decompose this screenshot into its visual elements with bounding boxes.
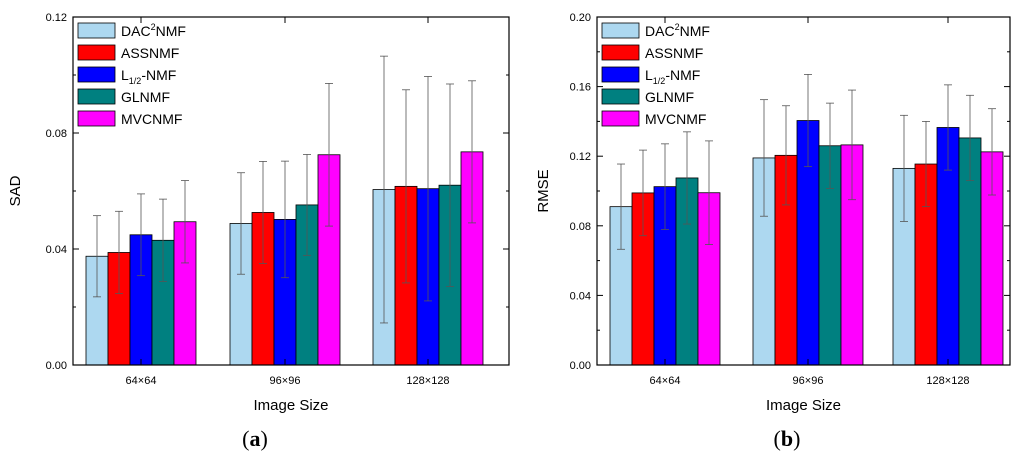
x-tick-label: 64×64 [126,375,157,387]
chart-panel-b: 0.00 0.04 0.08 0.12 0.16 0.20 64×64 96×96 128×12… [535,12,1011,451]
x-axis-label: Image Size [766,397,841,414]
y-tick-label: 0.20 [570,12,591,24]
y-tick-label: 0.08 [46,128,67,140]
y-tick-label: 0.08 [570,221,591,233]
legend-swatch [601,44,640,61]
y-tick-label: 0.00 [46,360,67,372]
legend-label: ASSNMF [645,45,703,61]
legend-label: GLNMF [645,89,694,105]
chart-panel-a: 0.00 0.04 0.08 0.12 64×64 96×96 128×128 Image S… [7,12,510,451]
legend-swatch [77,44,116,61]
legend-swatch [77,88,116,105]
y-tick-label: 0.04 [46,244,67,256]
y-axis-label: SAD [7,175,24,206]
legend-label: L1/2-NMF [645,67,700,86]
legend-label: DAC2NMF [121,22,186,39]
x-tick-label: 128×128 [926,375,969,387]
legend-swatch [77,66,116,83]
y-tick-label: 0.00 [570,360,591,372]
legend-swatch [601,110,640,127]
legend-swatch [601,66,640,83]
x-tick-label: 96×96 [793,375,824,387]
x-tick-label: 64×64 [650,375,681,387]
panel-label: (b) [774,426,801,451]
legend-label: L1/2-NMF [121,67,176,86]
legend-swatch [77,22,116,39]
legend-swatch [601,88,640,105]
legend-label: GLNMF [121,89,170,105]
legend-swatch [77,110,116,127]
x-axis-label: Image Size [253,397,328,414]
y-tick-label: 0.16 [570,82,591,94]
legend: DAC2NMF ASSNMF L1/2-NMF GLNMF MVCNMF [77,22,186,127]
legend-swatch [601,22,640,39]
legend: DAC2NMF ASSNMF L1/2-NMF GLNMF MVCNMF [601,22,710,127]
y-axis-label: RMSE [535,169,552,212]
legend-label: ASSNMF [121,45,179,61]
y-tick-label: 0.04 [570,290,591,302]
legend-label: DAC2NMF [645,22,710,39]
x-tick-label: 128×128 [406,375,449,387]
panel-label: (a) [242,426,268,451]
x-tick-label: 96×96 [270,375,301,387]
legend-label: MVCNMF [645,111,706,127]
legend-label: MVCNMF [121,111,182,127]
y-tick-label: 0.12 [570,151,591,163]
y-tick-label: 0.12 [46,12,67,24]
